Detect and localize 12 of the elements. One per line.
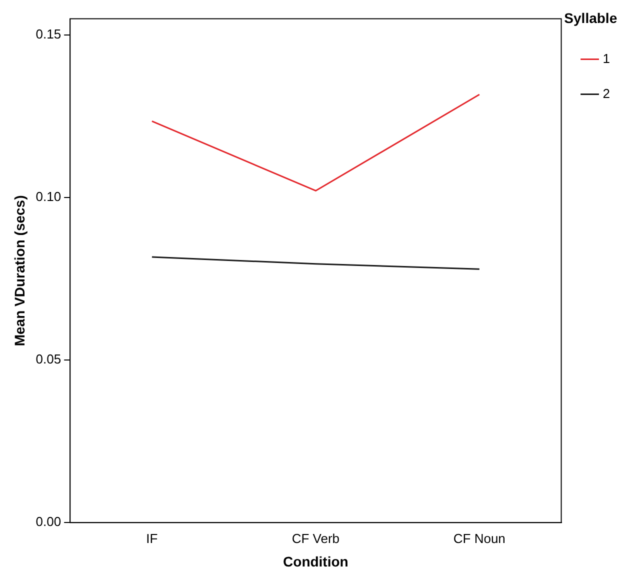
y-tick-label: 0.05: [36, 352, 62, 367]
y-tick-label: 0.00: [36, 514, 62, 530]
y-tick-label: 0.15: [36, 26, 62, 42]
x-tick-label: CF Noun: [453, 530, 506, 546]
legend-label: 1: [602, 50, 610, 66]
y-tick-label: 0.10: [36, 189, 62, 204]
x-axis-title: Condition: [283, 553, 348, 570]
y-axis-title: Mean VDuration (secs): [11, 195, 28, 346]
legend-label: 2: [602, 86, 610, 101]
legend-title: Syllable: [564, 10, 618, 26]
x-tick-label: IF: [146, 530, 158, 546]
x-tick-label: CF Verb: [292, 530, 340, 546]
